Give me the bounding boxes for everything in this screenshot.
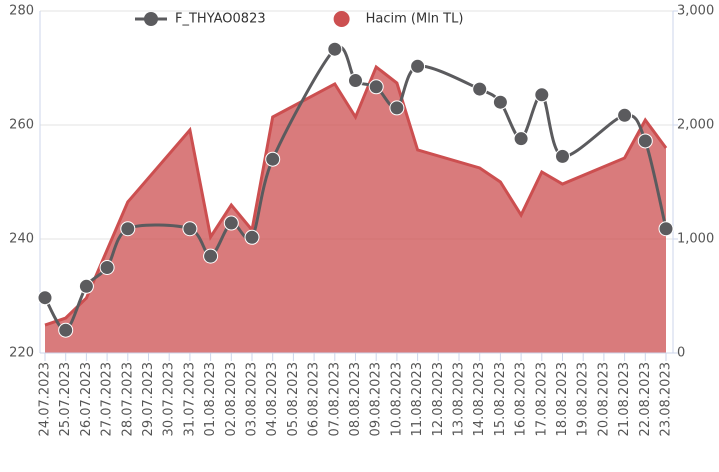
line-marker	[120, 221, 136, 237]
area	[45, 66, 666, 353]
x-tick-label: 02.08.2023	[224, 362, 239, 436]
x-tick-label: 05.08.2023	[286, 362, 301, 436]
y-tick-label: 240	[9, 232, 34, 247]
line-marker	[492, 94, 508, 110]
x-tick-label: 21.08.2023	[617, 362, 632, 436]
x-tick-label: 23.08.2023	[659, 362, 674, 436]
y-tick-label: 280	[9, 4, 34, 19]
x-tick-label: 29.07.2023	[141, 362, 156, 436]
x-tick-label: 12.08.2023	[431, 362, 446, 436]
area-edge	[44, 64, 668, 327]
x-tick-label: 03.08.2023	[245, 362, 260, 436]
legend-swatch	[333, 11, 350, 27]
line-marker	[265, 151, 281, 167]
line-marker	[327, 41, 343, 57]
line-marker	[637, 133, 653, 149]
x-tick-label: 01.08.2023	[203, 362, 218, 436]
legend-text[interactable]: Hacim (Mln TL)	[366, 12, 464, 27]
x-tick-label: 30.07.2023	[162, 362, 177, 436]
x-tick-label: 14.08.2023	[472, 362, 487, 436]
x-tick-label: 16.08.2023	[514, 362, 529, 436]
y2-tick-label: 2,000	[677, 118, 714, 133]
y-tick-label: 260	[9, 118, 34, 133]
x-tick-label: 24.07.2023	[38, 362, 53, 436]
line-marker	[244, 229, 260, 245]
x-tick-label: 08.08.2023	[348, 362, 363, 436]
line-marker	[368, 79, 384, 95]
y2-tick-label: 3,000	[677, 4, 714, 19]
x-tick-label: 27.07.2023	[100, 362, 115, 436]
x-tick-label: 07.08.2023	[327, 362, 342, 436]
legend-swatch	[144, 12, 158, 26]
line-marker	[389, 100, 405, 116]
x-tick-label: 28.07.2023	[120, 362, 135, 436]
legend-text[interactable]: F_THYAO0823	[175, 12, 266, 27]
x-tick-label: 25.07.2023	[58, 362, 73, 436]
x-tick-label: 09.08.2023	[369, 362, 384, 436]
y-tick-label: 220	[9, 346, 34, 361]
x-tick-label: 11.08.2023	[410, 362, 425, 436]
line-marker	[203, 248, 219, 264]
x-tick-label: 13.08.2023	[452, 362, 467, 436]
y2-tick-label: 0	[677, 346, 685, 361]
x-tick-label: 18.08.2023	[555, 362, 570, 436]
line-marker	[78, 278, 94, 294]
line-marker	[99, 260, 115, 275]
line-marker	[37, 290, 53, 306]
x-tick-label: 31.07.2023	[182, 362, 197, 436]
line-marker	[658, 221, 674, 237]
x-tick-label: 22.08.2023	[638, 362, 653, 436]
line-marker	[182, 221, 198, 237]
line-marker	[410, 58, 426, 74]
line-marker	[472, 81, 488, 97]
y2-tick-label: 1,000	[677, 232, 714, 247]
line-marker	[58, 322, 74, 338]
x-tick-label: 26.07.2023	[79, 362, 94, 436]
line-marker	[348, 73, 363, 89]
x-tick-label: 10.08.2023	[389, 362, 404, 436]
line-marker	[223, 215, 239, 231]
line-marker	[534, 87, 550, 103]
x-tick-label: 04.08.2023	[265, 362, 280, 436]
x-tick-label: 20.08.2023	[596, 362, 611, 436]
line-marker	[555, 148, 570, 164]
x-tick-label: 06.08.2023	[307, 362, 322, 436]
x-tick-label: 17.08.2023	[534, 362, 549, 436]
x-tick-label: 15.08.2023	[493, 362, 508, 436]
x-tick-label: 19.08.2023	[576, 362, 591, 436]
line-marker	[617, 107, 633, 123]
line-marker	[513, 131, 529, 147]
